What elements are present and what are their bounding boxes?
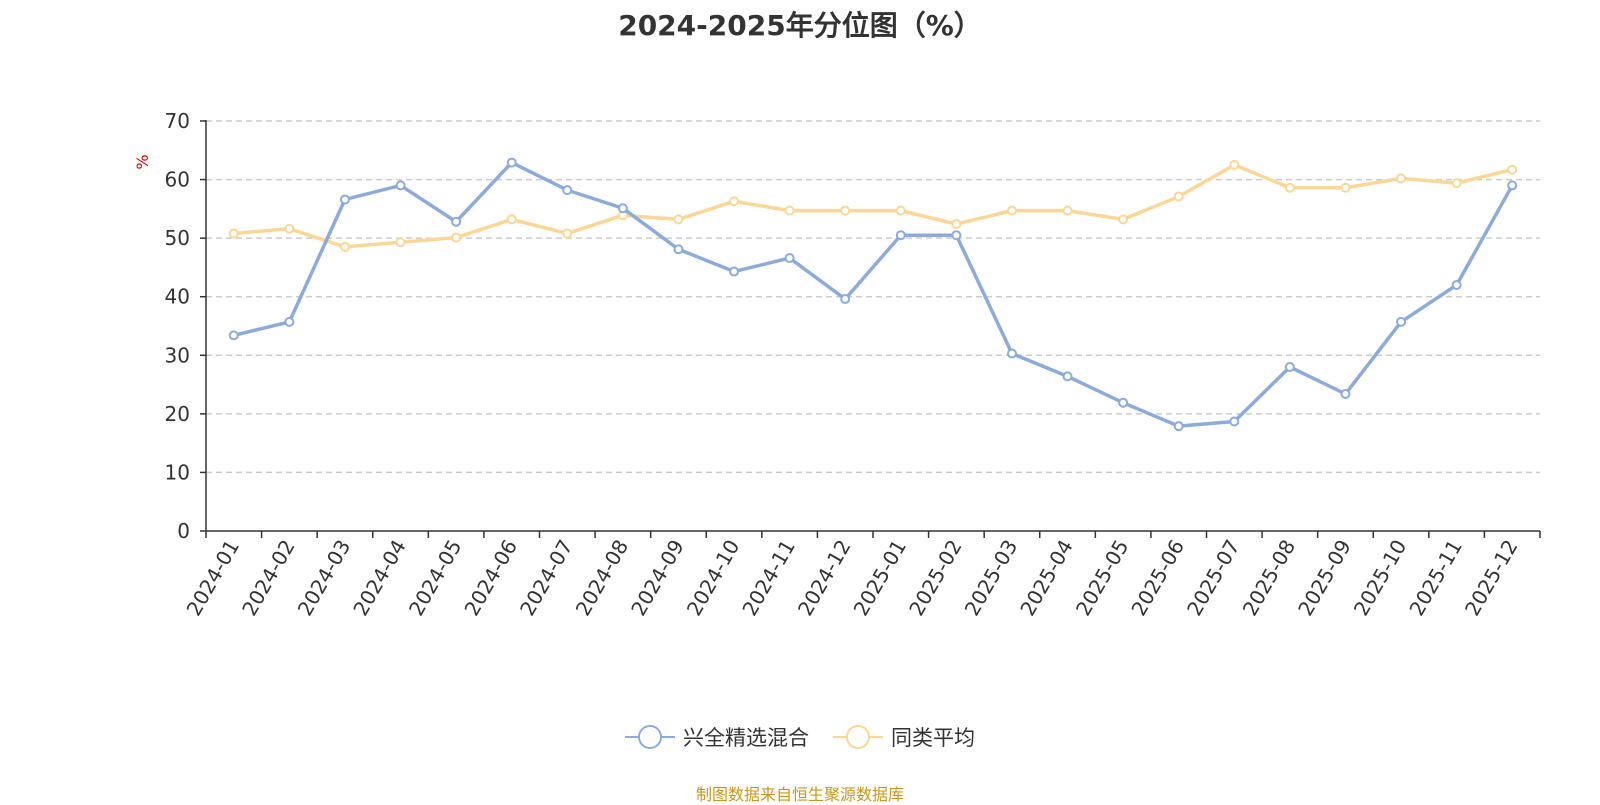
data-point-0-14 (1006, 348, 1017, 359)
data-point-1-0 (228, 228, 239, 239)
data-point-0-23 (1507, 180, 1518, 191)
data-point-0-11 (840, 294, 851, 305)
data-point-1-15 (1062, 205, 1073, 216)
data-point-1-10 (784, 205, 795, 216)
data-point-0-1 (284, 316, 295, 327)
legend-item-0[interactable]: 兴全精选混合 (625, 722, 809, 752)
legend: 兴全精选混合 同类平均 (0, 722, 1600, 752)
data-point-0-22 (1451, 280, 1462, 290)
data-point-1-12 (895, 205, 906, 216)
data-point-1-21 (1396, 173, 1407, 184)
data-point-0-3 (395, 180, 406, 191)
legend-label: 同类平均 (891, 726, 975, 750)
y-tick-label: 40 (165, 285, 190, 309)
x-tick-label: 2025-04 (1015, 536, 1078, 620)
data-point-1-6 (562, 228, 573, 239)
data-point-0-21 (1396, 316, 1407, 327)
data-point-1-9 (729, 196, 740, 207)
legend-marker-icon (833, 725, 883, 749)
data-point-1-14 (1006, 205, 1017, 216)
y-tick-label: 0 (177, 519, 190, 543)
legend-marker-icon (625, 725, 675, 749)
x-tick-label: 2025-05 (1071, 536, 1134, 620)
x-tick-label: 2024-04 (348, 536, 411, 620)
x-tick-label: 2025-12 (1460, 536, 1523, 620)
data-point-0-2 (339, 194, 350, 205)
data-point-0-4 (451, 216, 462, 227)
x-tick-label: 2024-11 (737, 536, 800, 620)
x-tick-label: 2024-05 (404, 536, 467, 620)
data-point-1-1 (284, 223, 295, 234)
data-point-1-3 (395, 237, 406, 248)
legend-label: 兴全精选混合 (683, 726, 809, 750)
x-tick-label: 2024-08 (571, 536, 634, 620)
data-point-0-20 (1340, 388, 1351, 399)
x-tick-label: 2025-03 (960, 536, 1023, 620)
x-tick-label: 2024-01 (182, 536, 245, 620)
data-point-0-15 (1062, 371, 1073, 382)
data-point-1-4 (451, 232, 462, 243)
y-tick-label: 10 (165, 460, 190, 484)
data-point-1-20 (1340, 182, 1351, 193)
data-point-1-22 (1451, 178, 1462, 189)
x-tick-label: 2024-02 (237, 536, 300, 620)
data-point-1-2 (339, 241, 350, 252)
x-tick-label: 2024-09 (626, 536, 689, 620)
series-line-1 (233, 163, 1513, 249)
data-point-1-13 (951, 219, 962, 230)
data-point-0-13 (951, 230, 962, 241)
data-point-0-9 (729, 266, 740, 277)
x-tick-label: 2025-06 (1126, 536, 1189, 620)
data-point-0-19 (1284, 362, 1295, 372)
series-lines (228, 157, 1518, 432)
data-point-0-18 (1229, 416, 1240, 427)
data-point-0-5 (506, 157, 517, 168)
x-tick-label: 2025-09 (1293, 536, 1356, 620)
data-point-0-8 (673, 244, 684, 255)
y-tick-label: 60 (165, 168, 190, 192)
x-tick-label: 2025-08 (1238, 536, 1301, 620)
y-tick-label: 70 (165, 109, 190, 133)
data-point-1-5 (506, 214, 517, 225)
data-point-0-6 (562, 185, 573, 196)
x-tick-label: 2025-02 (904, 536, 967, 620)
y-tick-label: 50 (165, 226, 190, 250)
axes: 010203040506070%2024-012024-022024-03202… (133, 109, 1541, 620)
data-point-1-17 (1173, 191, 1184, 202)
x-tick-label: 2024-06 (459, 536, 522, 620)
data-point-0-10 (784, 253, 795, 264)
data-point-1-16 (1118, 214, 1129, 225)
x-tick-label: 2024-03 (293, 536, 356, 620)
x-tick-label: 2024-12 (793, 536, 856, 620)
data-point-1-18 (1229, 159, 1240, 170)
y-tick-label: 30 (165, 343, 190, 367)
data-point-1-8 (673, 214, 684, 225)
data-point-0-17 (1173, 421, 1184, 432)
data-point-0-0 (228, 330, 239, 341)
chart-title: 2024-2025年分位图（%） (618, 9, 982, 42)
data-point-1-23 (1507, 164, 1518, 175)
x-tick-label: 2024-07 (515, 536, 578, 620)
x-tick-label: 2025-10 (1349, 536, 1412, 620)
data-point-1-11 (840, 205, 851, 216)
data-point-0-16 (1118, 397, 1129, 408)
data-point-0-12 (895, 230, 906, 241)
y-axis-label: % (133, 154, 152, 169)
x-tick-label: 2024-10 (682, 536, 745, 620)
data-point-1-19 (1284, 182, 1295, 193)
data-point-0-7 (617, 203, 628, 214)
series-line-0 (233, 160, 1514, 428)
x-tick-label: 2025-01 (849, 536, 912, 620)
x-tick-label: 2025-11 (1404, 536, 1467, 620)
x-tick-label: 2025-07 (1182, 536, 1245, 620)
y-tick-label: 20 (165, 402, 190, 426)
grid-lines (206, 120, 1540, 474)
source-note: 制图数据来自恒生聚源数据库 (695, 785, 904, 804)
legend-item-1[interactable]: 同类平均 (833, 722, 975, 752)
